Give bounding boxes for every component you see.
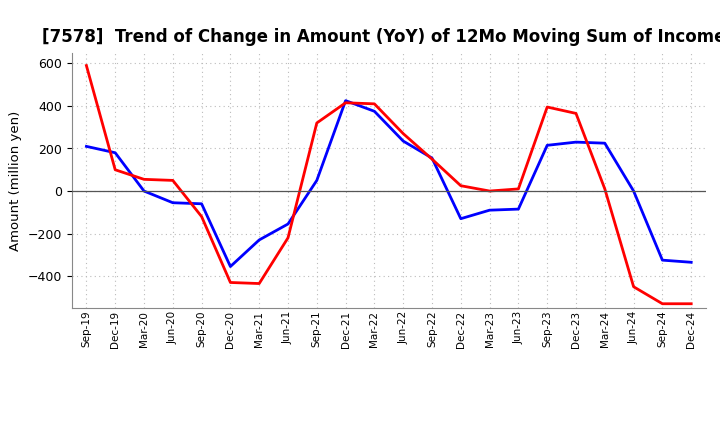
Ordinary Income <box>629 188 638 194</box>
Ordinary Income <box>284 221 292 227</box>
Ordinary Income <box>543 143 552 148</box>
Y-axis label: Amount (million yen): Amount (million yen) <box>9 110 22 250</box>
Net Income <box>255 281 264 286</box>
Ordinary Income <box>399 139 408 144</box>
Ordinary Income <box>370 109 379 114</box>
Ordinary Income <box>514 206 523 212</box>
Ordinary Income <box>197 201 206 206</box>
Net Income <box>341 100 350 106</box>
Net Income <box>111 167 120 172</box>
Net Income <box>370 101 379 106</box>
Line: Net Income: Net Income <box>86 66 691 304</box>
Net Income <box>226 280 235 285</box>
Ordinary Income <box>312 178 321 183</box>
Ordinary Income <box>168 200 177 205</box>
Net Income <box>140 177 148 182</box>
Ordinary Income <box>255 237 264 242</box>
Title: [7578]  Trend of Change in Amount (YoY) of 12Mo Moving Sum of Incomes: [7578] Trend of Change in Amount (YoY) o… <box>42 28 720 46</box>
Net Income <box>485 188 494 194</box>
Net Income <box>572 111 580 116</box>
Net Income <box>284 235 292 240</box>
Net Income <box>687 301 696 306</box>
Ordinary Income <box>485 208 494 213</box>
Net Income <box>82 63 91 68</box>
Ordinary Income <box>572 139 580 145</box>
Net Income <box>428 157 436 162</box>
Net Income <box>312 120 321 126</box>
Net Income <box>456 183 465 188</box>
Ordinary Income <box>140 188 148 194</box>
Ordinary Income <box>341 98 350 103</box>
Net Income <box>658 301 667 306</box>
Ordinary Income <box>226 264 235 269</box>
Net Income <box>168 178 177 183</box>
Ordinary Income <box>658 257 667 263</box>
Net Income <box>629 284 638 290</box>
Net Income <box>399 131 408 136</box>
Ordinary Income <box>456 216 465 221</box>
Ordinary Income <box>687 260 696 265</box>
Ordinary Income <box>82 144 91 149</box>
Ordinary Income <box>600 140 609 146</box>
Ordinary Income <box>111 150 120 155</box>
Line: Ordinary Income: Ordinary Income <box>86 101 691 267</box>
Net Income <box>543 104 552 110</box>
Net Income <box>514 186 523 191</box>
Net Income <box>600 186 609 191</box>
Net Income <box>197 214 206 219</box>
Ordinary Income <box>428 155 436 161</box>
